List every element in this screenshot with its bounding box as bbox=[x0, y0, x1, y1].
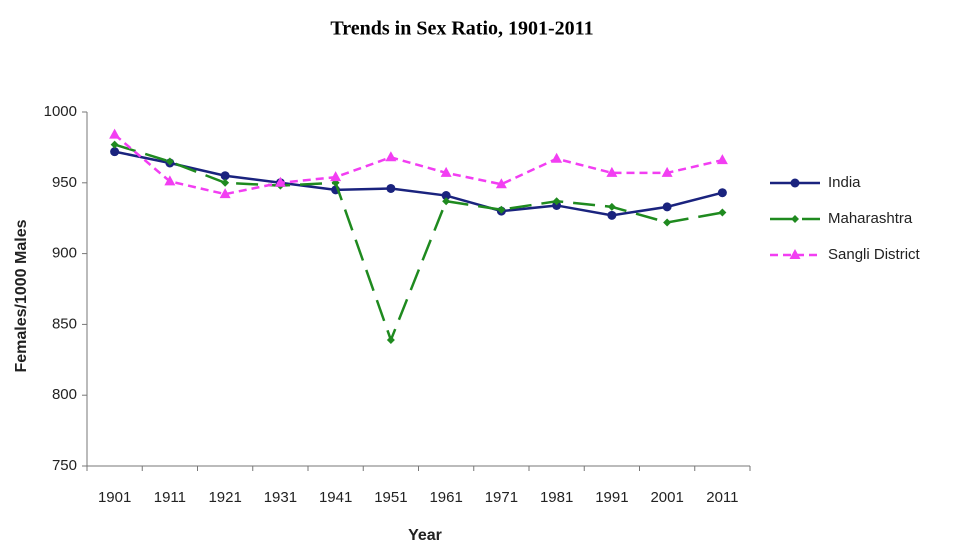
marker bbox=[662, 202, 672, 212]
x-tick-label: 1931 bbox=[264, 489, 297, 506]
marker bbox=[440, 166, 452, 177]
marker bbox=[164, 175, 176, 186]
y-tick-label: 950 bbox=[52, 174, 77, 191]
series-line bbox=[113, 133, 723, 196]
legend-label: Maharashtra bbox=[828, 210, 913, 227]
marker bbox=[442, 197, 451, 206]
marker bbox=[495, 178, 507, 189]
x-axis-title: Year bbox=[408, 527, 442, 544]
legend-label: India bbox=[828, 174, 861, 191]
marker bbox=[386, 183, 396, 193]
y-tick-label: 750 bbox=[52, 457, 77, 474]
marker bbox=[330, 171, 342, 182]
x-tick-label: 1981 bbox=[540, 489, 573, 506]
chart-title: Trends in Sex Ratio, 1901-2011 bbox=[330, 18, 593, 40]
marker bbox=[789, 249, 801, 259]
marker bbox=[606, 166, 618, 177]
marker bbox=[386, 335, 395, 344]
marker bbox=[497, 205, 506, 214]
marker bbox=[717, 188, 727, 198]
x-tick-label: 1961 bbox=[429, 489, 462, 506]
marker bbox=[165, 157, 174, 166]
y-axis-title: Females/1000 Males bbox=[13, 219, 30, 372]
x-tick-label: 1901 bbox=[98, 489, 131, 506]
legend-label: Sangli District bbox=[828, 246, 921, 263]
marker bbox=[716, 154, 728, 165]
marker bbox=[718, 208, 727, 217]
y-tick-label: 850 bbox=[52, 315, 77, 332]
x-tick-label: 2001 bbox=[650, 489, 683, 506]
marker bbox=[110, 147, 120, 157]
y-tick-label: 1000 bbox=[44, 103, 77, 120]
marker bbox=[552, 197, 561, 206]
marker bbox=[663, 218, 672, 227]
x-tick-label: 1941 bbox=[319, 489, 352, 506]
marker bbox=[441, 191, 451, 201]
x-tick-label: 1971 bbox=[485, 489, 518, 506]
x-tick-label: 1911 bbox=[154, 489, 186, 506]
marker bbox=[220, 171, 230, 181]
marker bbox=[274, 176, 286, 187]
marker bbox=[790, 178, 800, 188]
x-tick-label: 1991 bbox=[595, 489, 628, 506]
marker bbox=[552, 200, 562, 210]
marker bbox=[551, 152, 563, 163]
marker bbox=[109, 128, 121, 139]
series-line bbox=[114, 150, 723, 217]
x-tick-label: 1921 bbox=[208, 489, 241, 506]
y-tick-label: 900 bbox=[52, 245, 77, 262]
x-tick-label: 1951 bbox=[374, 489, 407, 506]
marker bbox=[221, 178, 230, 187]
series-line bbox=[114, 143, 723, 344]
marker bbox=[791, 215, 799, 223]
marker bbox=[110, 140, 119, 149]
marker bbox=[385, 151, 397, 162]
y-tick-label: 800 bbox=[52, 386, 77, 403]
x-tick-label: 2011 bbox=[706, 489, 738, 506]
marker bbox=[219, 188, 231, 199]
marker bbox=[607, 210, 617, 220]
marker bbox=[607, 202, 616, 211]
marker bbox=[661, 166, 673, 177]
